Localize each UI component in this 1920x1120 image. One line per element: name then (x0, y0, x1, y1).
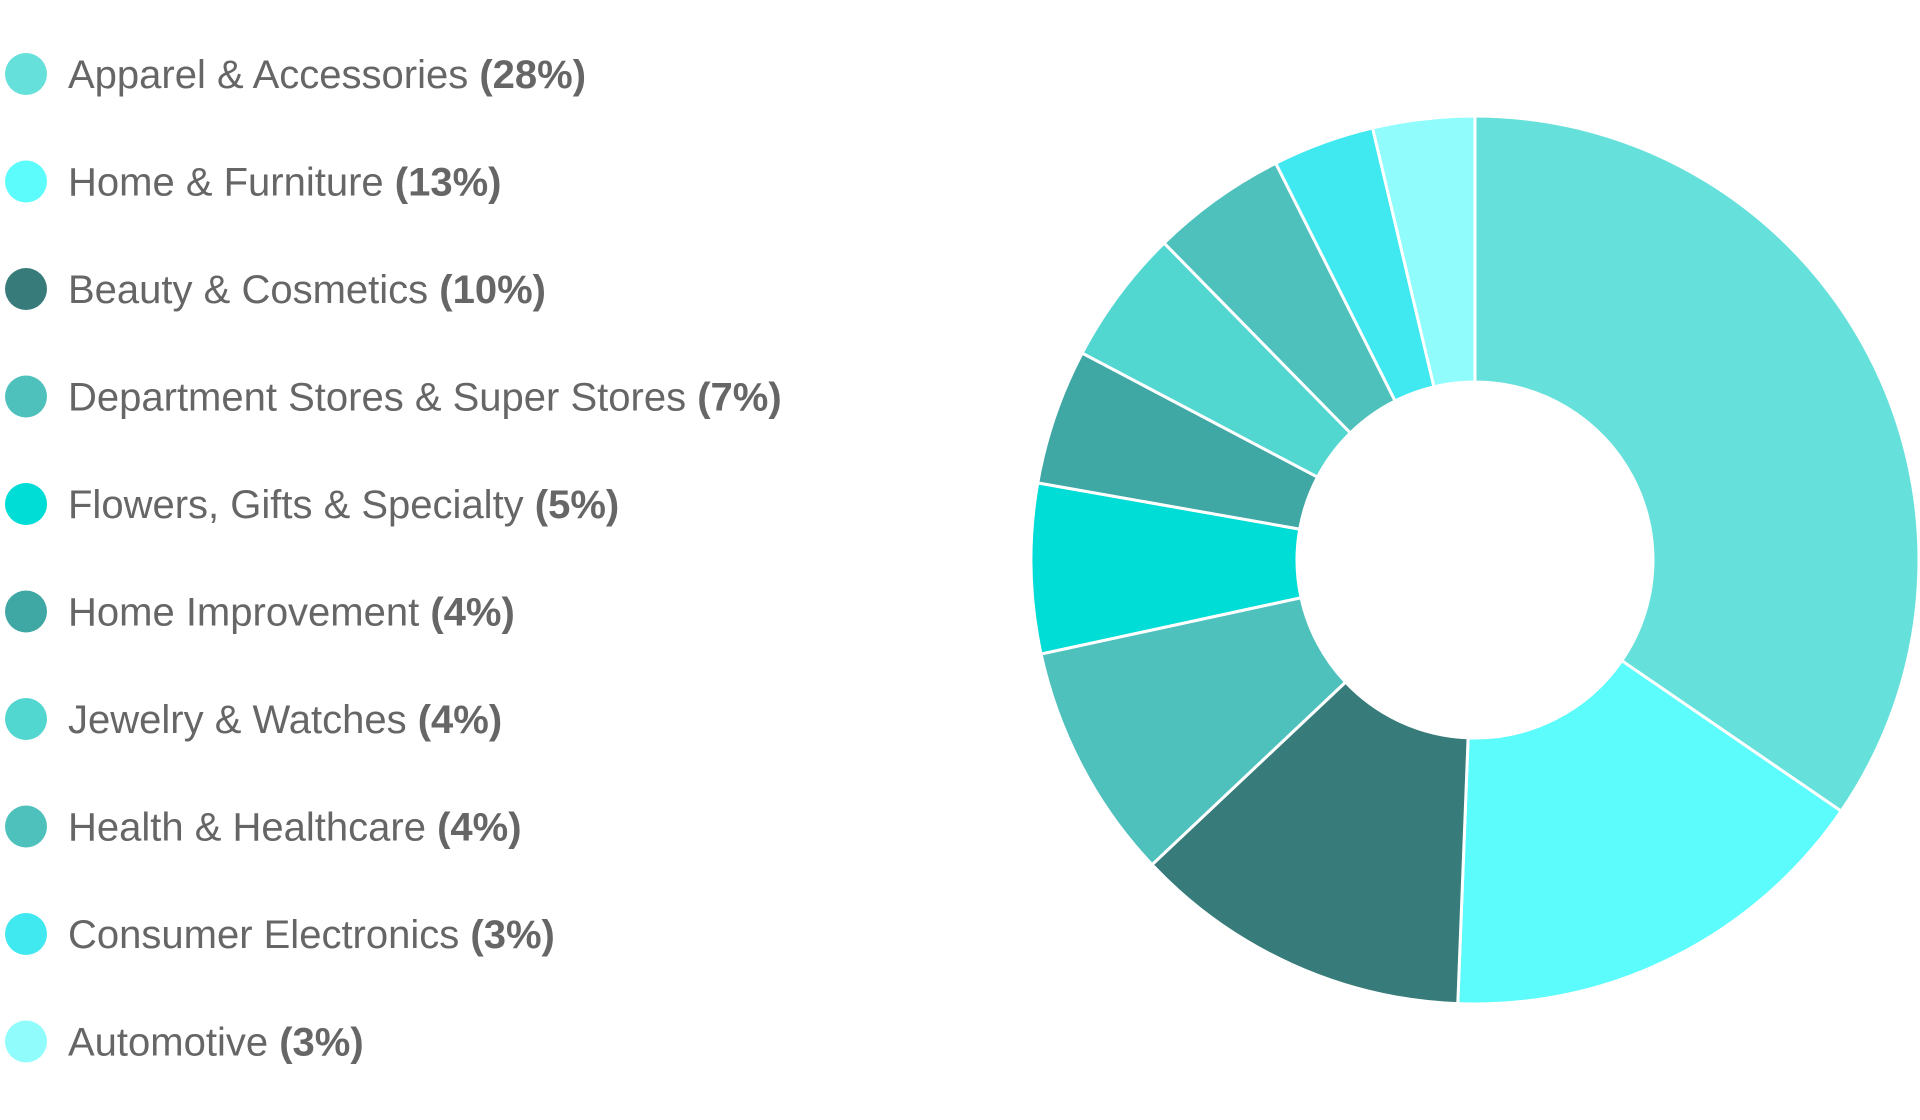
slice-beauty-and-cosmetics (1149, 680, 1470, 1006)
legend-label: Flowers, Gifts & Specialty (5%) (68, 483, 619, 527)
legend-value-label: (4%) (437, 806, 521, 850)
legend-item-automotive: Automotive (3%) (5, 1020, 364, 1065)
legend-value-label: (10%) (439, 268, 546, 312)
legend-value-label: (4%) (430, 591, 514, 635)
legend-item-jewelry-and-watches: Jewelry & Watches (4%) (5, 698, 502, 742)
legend-category-name: Home & Furniture (68, 161, 395, 205)
legend-value-label: (13%) (395, 161, 502, 205)
legend-label: Home & Furniture (13%) (68, 161, 501, 205)
legend-value-label: (4%) (418, 698, 502, 742)
legend-item-flowers-gifts-and-specialty: Flowers, Gifts & Specialty (5%) (5, 483, 619, 527)
slice-home-and-furniture (1456, 658, 1844, 1006)
legend-category-name: Jewelry & Watches (68, 698, 418, 742)
donut-slices (1029, 114, 1920, 1006)
legend-category-name: Flowers, Gifts & Specialty (68, 483, 535, 527)
legend-category-name: Health & Healthcare (68, 806, 437, 850)
legend-category-name: Automotive (68, 1021, 279, 1065)
legend-item-health-and-healthcare: Health & Healthcare (4%) (5, 805, 522, 850)
legend-category-name: Consumer Electronics (68, 913, 470, 957)
legend-swatch (5, 160, 47, 203)
legend-swatch (5, 483, 47, 525)
legend-label: Beauty & Cosmetics (10%) (68, 268, 546, 312)
legend-swatch (5, 913, 47, 955)
legend-item-home-and-furniture: Home & Furniture (13%) (5, 160, 501, 205)
legend-category-name: Department Stores & Super Stores (68, 376, 697, 420)
legend-label: Jewelry & Watches (4%) (68, 698, 502, 742)
legend-swatch (5, 590, 47, 633)
legend-value-label: (7%) (697, 376, 781, 420)
legend-swatch (5, 805, 47, 848)
legend-label: Health & Healthcare (4%) (68, 806, 522, 850)
legend-item-home-improvement: Home Improvement (4%) (5, 590, 515, 635)
slice-department-stores-and-super-stores (1039, 595, 1348, 867)
legend-value-label: (3%) (470, 913, 554, 957)
legend-item-beauty-and-cosmetics: Beauty & Cosmetics (10%) (5, 268, 546, 312)
slice-apparel-and-accessories (1473, 114, 1920, 814)
legend-swatch (5, 53, 47, 95)
legend-category-name: Home Improvement (68, 591, 430, 635)
legend-label: Department Stores & Super Stores (7%) (68, 376, 782, 420)
legend-item-department-stores-and-super-stores: Department Stores & Super Stores (7%) (5, 375, 782, 420)
legend-label: Consumer Electronics (3%) (68, 913, 555, 957)
slice-automotive (1370, 114, 1477, 389)
legend-swatch (5, 698, 47, 740)
legend-item-consumer-electronics: Consumer Electronics (3%) (5, 913, 555, 957)
legend-swatch (5, 1020, 47, 1063)
legend-item-apparel-and-accessories: Apparel & Accessories (28%) (5, 53, 586, 97)
legend-label: Automotive (3%) (68, 1021, 364, 1065)
legend-category-name: Apparel & Accessories (68, 53, 479, 97)
legend-swatch (5, 268, 47, 310)
legend: Apparel & Accessories (28%) Home & Furnit… (5, 53, 782, 1065)
legend-category-name: Beauty & Cosmetics (68, 268, 439, 312)
legend-swatch (5, 375, 47, 418)
legend-value-label: (3%) (279, 1021, 363, 1065)
legend-label: Apparel & Accessories (28%) (68, 53, 586, 97)
legend-label: Home Improvement (4%) (68, 591, 515, 635)
legend-value-label: (28%) (479, 53, 586, 97)
legend-value-label: (5%) (535, 483, 619, 527)
